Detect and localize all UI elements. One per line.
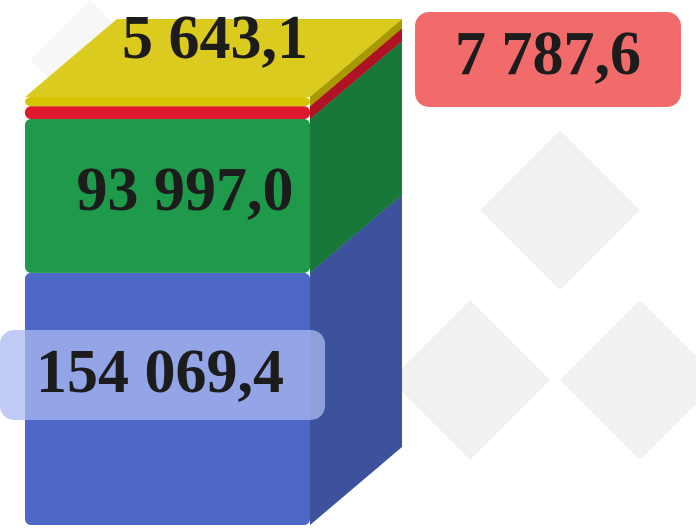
bar-side-shade: [310, 28, 402, 119]
value-label: 5 643,1: [122, 4, 308, 72]
label-box: [415, 12, 681, 107]
value-label: 7 787,6: [455, 20, 641, 88]
bar-side: [310, 40, 402, 273]
bar-side-shade: [310, 194, 402, 525]
labels: 154 069,4 93 997,0 7 787,6 5 643,1: [0, 4, 681, 420]
bar-side: [310, 28, 402, 119]
value-label: 93 997,0: [77, 156, 294, 224]
bar-top-light: [25, 19, 402, 97]
bar: [25, 118, 310, 273]
bar-side: [310, 19, 402, 107]
bar-top: [25, 19, 402, 97]
value-label: 154 069,4: [36, 338, 284, 406]
bar-side-shade: [310, 40, 402, 273]
stack: [25, 19, 402, 525]
bar: [25, 106, 310, 119]
bar-side: [310, 194, 402, 525]
bar-side-shade: [310, 19, 402, 107]
label-box: [0, 330, 325, 420]
bar: [25, 97, 310, 107]
